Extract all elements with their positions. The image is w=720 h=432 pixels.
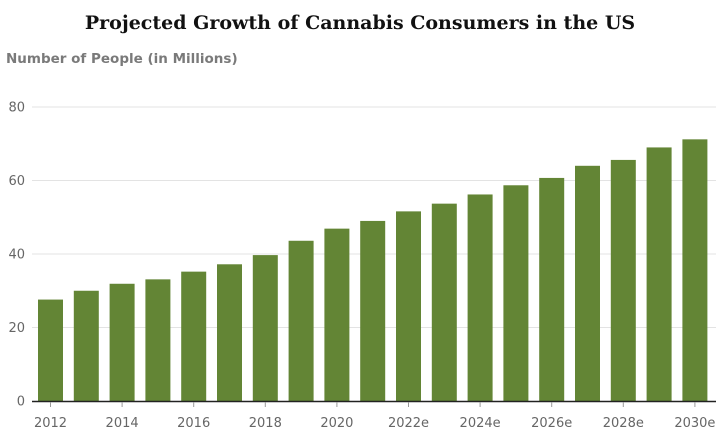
bar-2023e (431, 203, 457, 401)
bar-2026e (539, 177, 565, 401)
bar-2014 (109, 283, 135, 401)
y-tick-label: 20 (8, 321, 25, 336)
bar-2029e (646, 147, 672, 401)
y-tick-label: 0 (17, 395, 25, 410)
bar-2025e (503, 185, 529, 401)
y-tick-label: 40 (8, 248, 25, 263)
bar-2020 (324, 228, 350, 401)
y-axis-label: Number of People (in Millions) (6, 51, 238, 67)
bar-2021 (360, 220, 386, 401)
y-tick-label: 80 (8, 101, 25, 116)
bar-2024e (467, 194, 493, 401)
x-tick-label: 2018 (249, 416, 282, 431)
x-tick-label: 2026e (531, 416, 572, 431)
chart-title: Projected Growth of Cannabis Consumers i… (84, 12, 636, 34)
bar-2018 (252, 255, 278, 401)
x-tick-label: 2012 (34, 416, 67, 431)
bar-2019 (288, 240, 314, 401)
bar-2016 (181, 271, 207, 401)
x-tick-label: 2020 (320, 416, 353, 431)
bar-2012 (38, 299, 63, 401)
bar-2030e (682, 139, 708, 401)
y-tick-label: 60 (8, 174, 25, 189)
bar-2017 (217, 264, 242, 401)
x-tick-label: 2016 (177, 416, 210, 431)
x-tick-label: 2030e (674, 416, 715, 431)
x-tick-label: 2024e (460, 416, 501, 431)
bar-2015 (145, 279, 171, 401)
bar-2022e (396, 211, 421, 401)
bar-2027e (575, 165, 600, 401)
x-tick-label: 2014 (106, 416, 139, 431)
x-tick-label: 2028e (603, 416, 644, 431)
x-tick-label: 2022e (388, 416, 429, 431)
bar-2013 (73, 290, 99, 401)
bar-2028e (610, 159, 636, 401)
